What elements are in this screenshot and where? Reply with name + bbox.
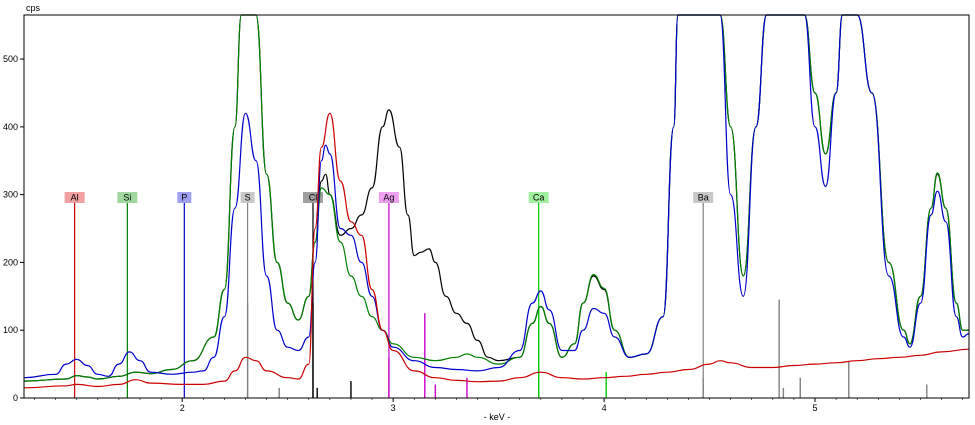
element-markers-layer: Al Si P S Cl Ag Ca Ba bbox=[64, 192, 714, 398]
element-label-box bbox=[64, 192, 85, 203]
x-tick-label: 3 bbox=[391, 403, 396, 413]
element-marker-ca[interactable]: Ca bbox=[528, 192, 549, 398]
element-marker-si[interactable]: Si bbox=[117, 192, 138, 398]
element-label-box bbox=[528, 192, 549, 203]
x-axis-title: - keV - bbox=[484, 412, 511, 422]
x-tick-label: 4 bbox=[602, 403, 607, 413]
y-tick-label: 100 bbox=[3, 325, 18, 335]
element-label: Si bbox=[123, 193, 131, 203]
y-axis-title: cps bbox=[26, 3, 41, 13]
element-label: S bbox=[245, 193, 251, 203]
element-label: Al bbox=[71, 193, 79, 203]
element-marker-ag[interactable]: Ag bbox=[378, 192, 399, 398]
spectrum-series-3 bbox=[23, 14, 970, 379]
y-tick-label: 500 bbox=[3, 54, 18, 64]
element-marker-p[interactable]: P bbox=[177, 192, 192, 398]
plot-frame bbox=[23, 14, 970, 399]
element-label: Ag bbox=[383, 193, 394, 203]
element-label-box bbox=[378, 192, 399, 203]
element-label-box bbox=[240, 192, 255, 203]
y-tick-label: 400 bbox=[3, 122, 18, 132]
element-marker-s[interactable]: S bbox=[240, 192, 255, 398]
element-label-box bbox=[177, 192, 192, 203]
element-label-box bbox=[117, 192, 138, 203]
y-tick-label: 0 bbox=[13, 393, 18, 403]
element-marker-al[interactable]: Al bbox=[64, 192, 85, 398]
element-label: P bbox=[181, 193, 187, 203]
element-label: Cl bbox=[309, 193, 318, 203]
axes-layer: 0 100 200 300 400 500 2 3 4 5 bbox=[3, 14, 970, 413]
y-tick-label: 200 bbox=[3, 257, 18, 267]
element-marker-cl[interactable]: Cl bbox=[302, 192, 323, 398]
x-tick-label: 2 bbox=[180, 403, 185, 413]
x-tick-label: 5 bbox=[813, 403, 818, 413]
element-label-box bbox=[302, 192, 323, 203]
spectrum-series-4 bbox=[23, 112, 970, 389]
element-label: Ca bbox=[533, 193, 545, 203]
element-label-box bbox=[693, 192, 714, 203]
y-tick-label: 300 bbox=[3, 190, 18, 200]
element-label: Ba bbox=[698, 193, 709, 203]
